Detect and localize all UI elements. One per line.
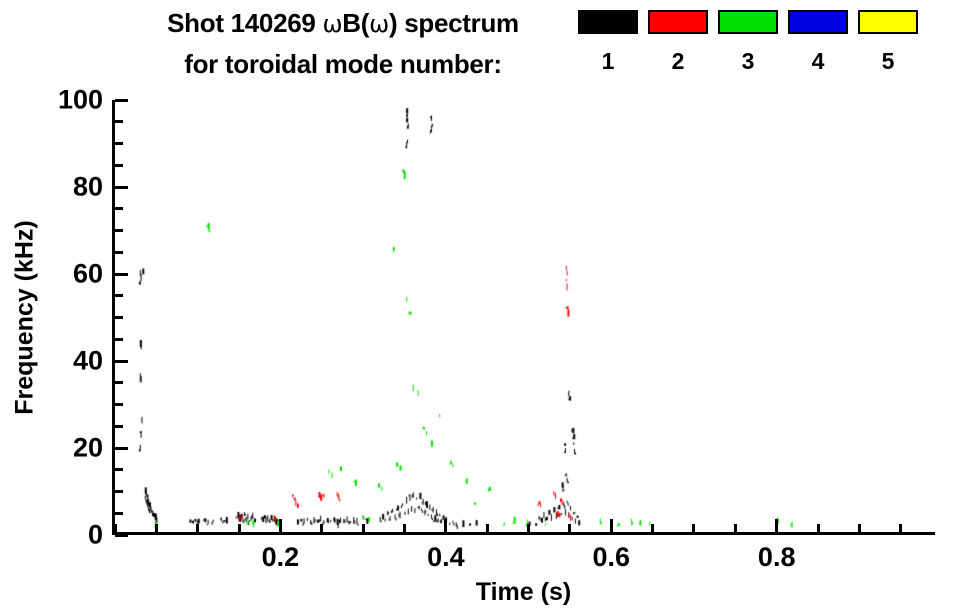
x-tick-minor [816, 524, 820, 532]
x-tick-major [775, 519, 779, 532]
legend-label-5: 5 [881, 48, 895, 74]
y-tick-minor [115, 511, 123, 515]
x-tick-minor [196, 524, 200, 532]
legend-swatch-2 [648, 10, 708, 34]
y-tick-minor [115, 337, 123, 341]
y-tick-minor [115, 250, 123, 254]
y-tick-label: 0 [87, 519, 103, 550]
y-tick-minor [115, 424, 123, 428]
omega-symbol-1: ω [322, 10, 343, 38]
y-tick-minor [115, 403, 123, 406]
y-tick-label: 100 [57, 84, 103, 115]
y-tick-minor [115, 229, 123, 232]
x-tick-minor [733, 524, 737, 532]
legend-swatch-3 [718, 10, 778, 34]
y-tick-label: 20 [72, 432, 103, 463]
omega-symbol-2: ω [369, 10, 389, 38]
x-tick-minor [113, 524, 117, 532]
legend-item-4[interactable]: 4 [788, 10, 848, 73]
chart-title-line-2: for toroidal mode number: [184, 49, 502, 79]
x-tick-label: 0.8 [757, 542, 796, 572]
legend-label-1: 1 [601, 48, 615, 74]
x-tick-minor [361, 524, 365, 532]
y-tick-minor [115, 490, 123, 493]
legend-swatch-1 [578, 10, 638, 34]
x-tick-minor [899, 524, 903, 532]
y-tick-major [115, 533, 128, 537]
y-tick-minor [115, 468, 123, 472]
legend-swatch-4 [788, 10, 848, 34]
y-tick-major [115, 272, 128, 276]
x-tick-major [444, 519, 448, 532]
y-axis-label-text: Frequency (kHz) [10, 220, 39, 415]
y-tick-major [115, 98, 128, 102]
x-tick-minor [320, 524, 324, 532]
y-tick-label: 40 [72, 345, 103, 376]
y-tick-label: 80 [72, 171, 103, 202]
x-tick-label: 0.4 [427, 542, 465, 572]
y-tick-major [115, 446, 128, 450]
y-tick-minor [115, 163, 123, 167]
y-tick-major [115, 185, 128, 189]
x-tick-minor [485, 524, 489, 532]
chart-title-prefix: Shot 140269 [167, 8, 323, 38]
chart-title-mid: B( [342, 8, 370, 38]
plot-area: 0 20 40 60 80 100 0.2 0.4 0.6 0.8 [58, 85, 938, 572]
legend-swatch-5 [858, 10, 918, 34]
spectrogram-canvas [115, 100, 938, 535]
y-tick-minor [115, 142, 123, 145]
legend-item-3[interactable]: 3 [718, 10, 778, 73]
x-tick-minor [237, 524, 241, 532]
x-tick-major [278, 519, 282, 532]
chart-title-line-1: Shot 140269 ωB(ω) spectrum [112, 8, 574, 39]
y-tick-minor [115, 120, 123, 124]
chart-title-suffix: ) spectrum [388, 8, 519, 38]
x-tick-minor [527, 524, 531, 532]
y-tick-minor [115, 381, 123, 385]
legend-label-4: 4 [811, 48, 825, 74]
x-tick-minor [402, 524, 406, 532]
x-axis-label: Time (s) [475, 578, 572, 606]
x-tick-minor [568, 524, 572, 532]
y-tick-minor [115, 294, 123, 298]
legend-item-2[interactable]: 2 [648, 10, 708, 73]
x-tick-major [609, 519, 613, 532]
y-tick-minor [115, 207, 123, 211]
x-tick-minor [651, 524, 655, 532]
legend-label-2: 2 [671, 48, 685, 74]
x-tick-minor [692, 524, 696, 532]
legend-item-5[interactable]: 5 [858, 10, 918, 73]
x-tick-label: 0.2 [261, 542, 300, 572]
x-tick-minor [857, 524, 861, 532]
legend-item-1[interactable]: 1 [578, 10, 638, 73]
x-tick-label: 0.6 [592, 542, 631, 572]
y-tick-minor [115, 316, 123, 319]
legend-label-3: 3 [741, 48, 755, 74]
x-tick-minor [154, 524, 158, 532]
y-axis-label: Frequency (kHz) [8, 100, 42, 535]
y-tick-major [115, 359, 128, 363]
y-tick-label: 60 [72, 258, 103, 289]
